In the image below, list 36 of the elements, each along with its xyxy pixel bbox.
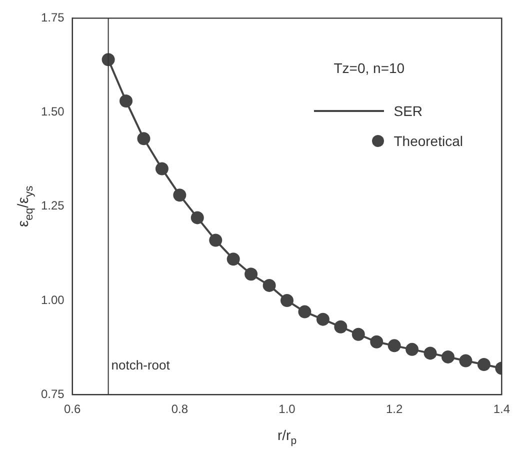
y-axis-title: εeq/εys xyxy=(15,185,36,228)
x-tick-label: 0.6 xyxy=(64,402,82,416)
point xyxy=(298,305,312,318)
point xyxy=(477,358,490,371)
point xyxy=(441,350,454,364)
point xyxy=(244,268,258,281)
point xyxy=(406,342,419,356)
legend-title: Tz=0, n=10 xyxy=(334,60,406,76)
x-tick-label: 0.8 xyxy=(171,402,188,416)
point xyxy=(334,320,348,334)
point xyxy=(209,234,222,247)
point xyxy=(155,162,168,176)
point xyxy=(120,94,133,108)
y-tick-label: 1.25 xyxy=(40,198,65,213)
point xyxy=(424,346,437,360)
legend-label: SER xyxy=(394,103,423,119)
point xyxy=(173,188,186,202)
ref-line-label: notch-root xyxy=(111,358,170,373)
point xyxy=(190,211,204,224)
x-tick-label: 1.2 xyxy=(386,402,403,416)
y-tick-label: 1.75 xyxy=(40,10,65,25)
x-tick-label: 1.4 xyxy=(493,402,510,416)
point xyxy=(226,252,240,266)
point xyxy=(352,328,365,341)
point xyxy=(137,132,150,146)
y-tick-label: 1.00 xyxy=(40,292,65,307)
y-tick-label: 0.75 xyxy=(40,386,65,401)
point xyxy=(316,312,330,326)
point xyxy=(459,354,472,368)
point xyxy=(262,278,276,292)
point xyxy=(370,335,384,348)
y-tick-label: 1.50 xyxy=(40,104,65,119)
x-tick-label: 1.0 xyxy=(278,402,296,416)
point xyxy=(388,339,401,352)
legend-label: Theoretical xyxy=(394,133,463,149)
point xyxy=(280,294,294,307)
